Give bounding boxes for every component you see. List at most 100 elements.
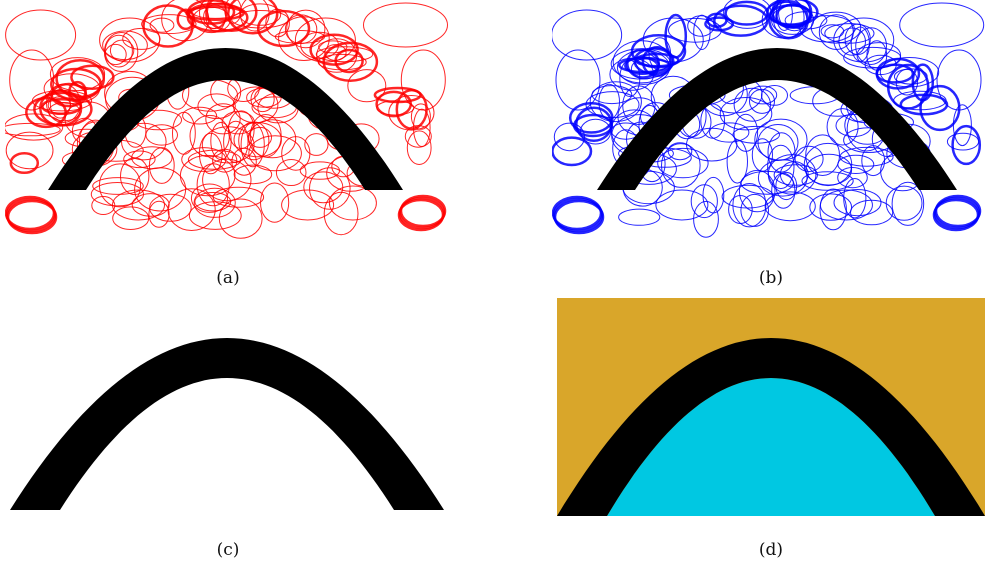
ellipse-mark [819, 188, 847, 231]
ellipse-mark [575, 106, 613, 142]
ellipse-mark [167, 188, 216, 232]
ellipse-mark [764, 191, 816, 222]
ellipse-mark [260, 182, 290, 223]
ellipse-mark [197, 93, 236, 119]
ellipse-mark [189, 114, 230, 158]
ellipse-mark [5, 113, 64, 141]
ellipse-mark [766, 0, 819, 27]
ellipse-mark [837, 167, 868, 189]
ellipse-mark [202, 158, 252, 202]
ellipse-mark [123, 150, 156, 169]
panel-d-figure [557, 298, 985, 516]
arch-shape-c [10, 338, 444, 510]
ellipse-mark [784, 11, 828, 30]
ellipse-mark [657, 147, 709, 179]
ellipse-mark [179, 154, 236, 197]
ellipse-mark [598, 83, 621, 120]
ellipse-mark [122, 27, 161, 50]
ellipse-mark [247, 126, 272, 148]
ellipse-mark [187, 149, 242, 170]
caption-c: (c) [216, 540, 240, 560]
ellipse-mark [201, 126, 255, 164]
ellipse-mark [48, 102, 81, 122]
ellipse-mark [805, 134, 841, 176]
ellipse-mark [951, 124, 982, 166]
ellipse-mark [946, 132, 980, 151]
ellipse-mark [855, 27, 888, 65]
ellipse-mark [778, 0, 811, 32]
ellipse-mark [893, 90, 947, 111]
ellipse-mark [721, 184, 774, 209]
ellipse-mark [740, 170, 794, 195]
ellipse-mark [239, 3, 282, 26]
ellipse-mark [410, 103, 431, 130]
ellipse-mark [46, 83, 81, 124]
panel-c [10, 298, 446, 520]
ellipse-mark [406, 130, 432, 165]
ellipse-mark [121, 122, 167, 161]
ellipse-mark [732, 125, 780, 144]
ellipse-mark [779, 161, 809, 188]
ellipse-mark [864, 54, 897, 76]
ellipse-mark [690, 184, 718, 219]
ellipse-mark [55, 58, 106, 99]
panel-a [5, 0, 450, 245]
ellipse-mark [555, 49, 601, 111]
ellipse-mark [286, 9, 326, 49]
arch-shape-a [48, 48, 403, 190]
ellipse-mark [687, 15, 715, 37]
ellipse-mark [693, 200, 719, 238]
ellipse-mark [702, 176, 725, 214]
ellipse-mark [328, 185, 377, 221]
ellipse-mark [176, 8, 196, 31]
panel-b [552, 0, 985, 245]
ellipse-mark [149, 193, 192, 222]
ellipse-mark [932, 198, 980, 232]
ellipse-mark [751, 138, 773, 172]
ellipse-mark [265, 8, 290, 38]
ellipse-mark [70, 64, 115, 90]
panel-d [557, 298, 985, 516]
ellipse-mark [120, 157, 150, 196]
ellipse-mark [68, 80, 87, 102]
ellipse-mark [740, 193, 769, 227]
ellipse-mark [104, 34, 133, 68]
ellipse-mark [553, 199, 605, 235]
ellipse-mark [347, 69, 387, 103]
panel-b-figure [552, 0, 985, 238]
ellipse-mark [891, 181, 925, 226]
ellipse-mark [400, 49, 446, 111]
ellipse-mark [837, 154, 875, 174]
ellipse-mark [91, 196, 116, 215]
ellipse-mark [190, 183, 229, 213]
ellipse-mark [363, 2, 448, 48]
ellipse-mark [185, 5, 245, 21]
ellipse-mark [256, 9, 311, 48]
ellipse-mark [693, 14, 711, 50]
caption-b: (b) [758, 268, 784, 288]
ellipse-mark [850, 26, 870, 62]
ellipse-mark [833, 189, 882, 217]
ellipse-mark [899, 2, 985, 48]
ellipse-mark [90, 182, 145, 207]
ellipse-mark [148, 200, 170, 228]
ellipse-mark [231, 147, 257, 176]
ellipse-mark [838, 27, 867, 56]
ellipse-mark [5, 131, 54, 170]
ellipse-mark [316, 38, 358, 73]
arch-shape-d [557, 338, 985, 516]
ellipse-mark [642, 17, 704, 63]
ellipse-mark [112, 206, 150, 230]
ellipse-mark [98, 163, 142, 208]
ellipse-mark [233, 164, 273, 185]
ellipse-mark [196, 163, 230, 207]
panel-a-figure [5, 0, 448, 239]
ellipse-mark [809, 193, 853, 221]
ellipse-mark [633, 47, 675, 75]
ellipse-mark [757, 159, 808, 197]
ellipse-mark [686, 127, 738, 162]
ellipse-mark [585, 91, 640, 119]
ellipse-mark [102, 30, 148, 61]
ellipse-mark [552, 136, 593, 167]
ellipse-mark [193, 187, 236, 218]
